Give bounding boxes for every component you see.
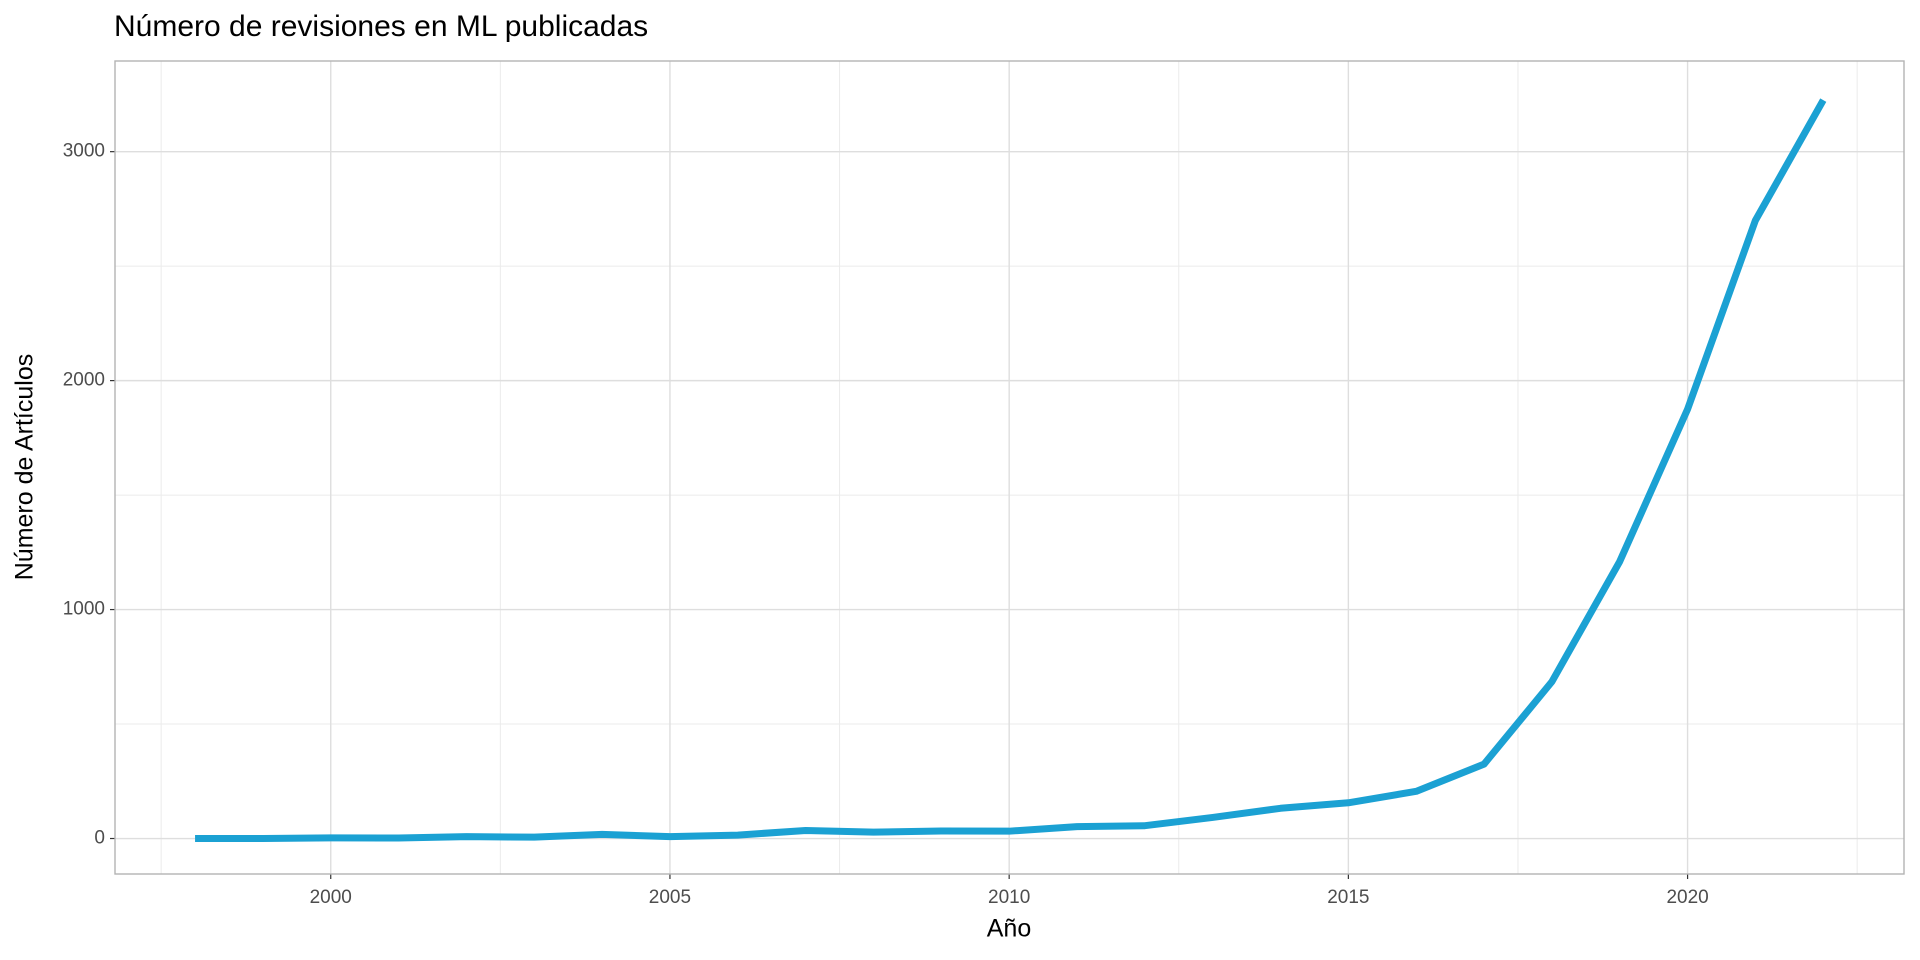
x-tick-label: 2000 [310, 887, 352, 908]
y-axis-title: Número de Artículos [11, 354, 39, 581]
line [195, 98, 1827, 843]
chart-title: Número de revisiones en ML publicadas [114, 10, 648, 43]
x-tick-label: 2015 [1327, 887, 1369, 908]
y-tick-label: 1000 [63, 599, 105, 620]
x-tick-label: 2010 [988, 887, 1030, 908]
panel-border [114, 60, 1905, 875]
x-tick-label: 2020 [1666, 887, 1708, 908]
x-axis-title: Año [987, 915, 1031, 943]
x-tick-label: 2005 [649, 887, 691, 908]
y-tick-label: 2000 [63, 370, 105, 391]
y-tick-label: 3000 [63, 141, 105, 162]
y-tick-label: 0 [94, 828, 105, 849]
